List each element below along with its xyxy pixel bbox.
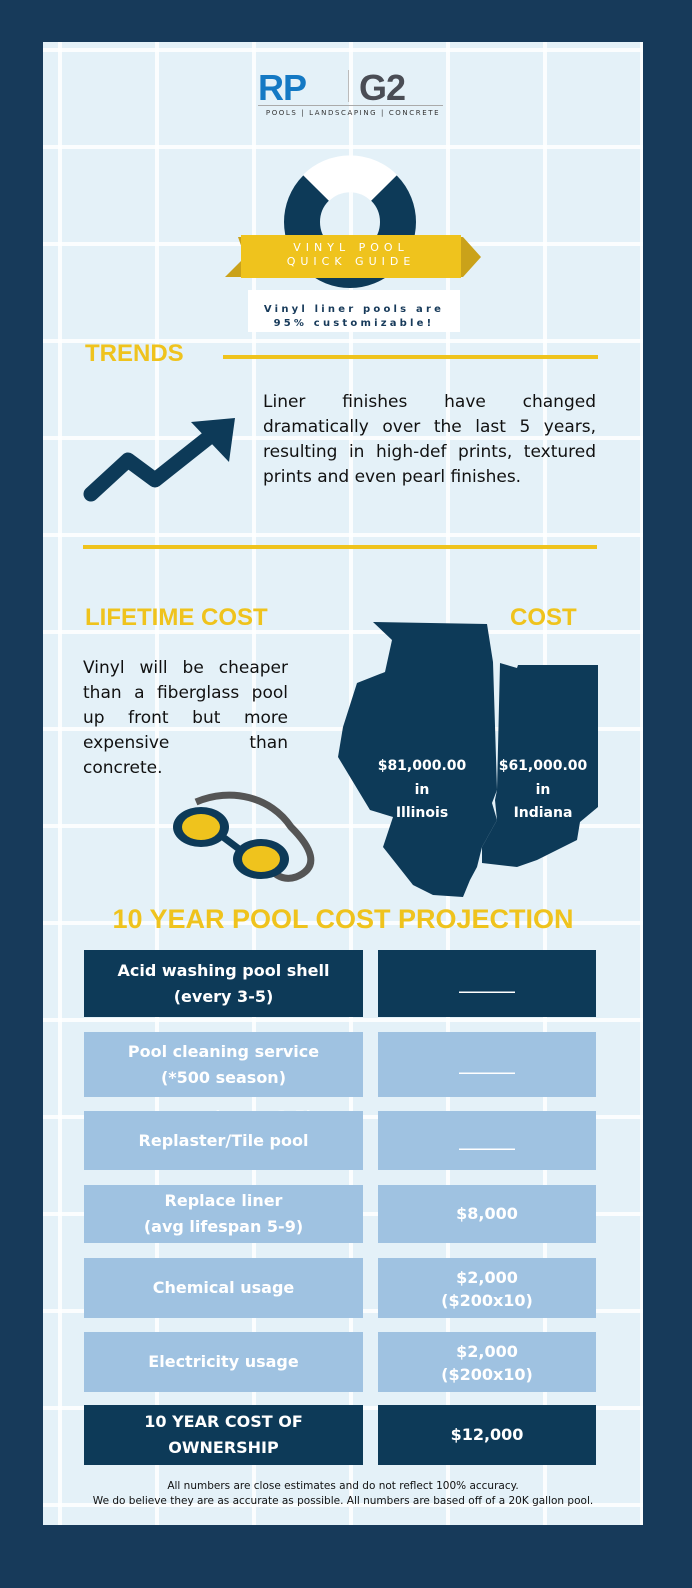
- cost-row-label-text: Replace liner (avg lifespan 5-9): [144, 1188, 303, 1240]
- cost-row-value: $12,000: [378, 1405, 596, 1465]
- banner-line-1: VINYL POOL: [293, 241, 409, 254]
- projection-title: 10 YEAR POOL COST PROJECTION: [112, 904, 574, 934]
- cost-row-value-text: $8,000: [456, 1201, 518, 1227]
- cost-row-value-line-1: $2,000: [456, 1342, 518, 1361]
- illinois-amount: $81,000.00: [378, 758, 467, 774]
- footer-line-1: All numbers are close estimates and do n…: [167, 1480, 519, 1492]
- trends-text: Liner finishes have changed dramatically…: [263, 392, 596, 487]
- cost-row-value-line-1: $12,000: [450, 1425, 524, 1444]
- indiana-label: Indiana: [514, 805, 573, 821]
- logo-divider: [348, 70, 349, 102]
- cost-row-value-line-1: $8,000: [456, 1204, 518, 1223]
- cost-row-value-text: $2,000 ($200x10): [441, 1265, 533, 1311]
- cost-row-label-line-2: (*500 season): [160, 1067, 287, 1087]
- cost-row-label: 10 YEAR COST OF OWNERSHIP: [84, 1405, 363, 1465]
- cost-row-value-text: $12,000: [451, 1422, 524, 1448]
- infographic-panel: RP G2 POOLS | LANDSCAPING | CONCRETE VIN…: [43, 42, 643, 1525]
- cost-row-label-line-2: (avg lifespan 5-9): [143, 1217, 304, 1236]
- cost-row-label-line-2: (every 3-5): [173, 986, 274, 1006]
- cost-row-label-line-1: Replaster/Tile pool: [138, 1130, 309, 1150]
- cost-row-value: $8,000: [378, 1185, 596, 1243]
- cost-row-label: Replaster/Tile pool: [84, 1111, 363, 1170]
- cost-row-value-text: _______: [459, 1128, 515, 1154]
- cost-row-label: Replace liner (avg lifespan 5-9): [84, 1185, 363, 1243]
- cost-row-label-line-1: 10 YEAR COST OF: [144, 1412, 303, 1431]
- illinois-shape: [338, 622, 497, 897]
- cost-row-value: $2,000 ($200x10): [378, 1332, 596, 1392]
- cost-row-value: _______: [378, 950, 596, 1017]
- cost-row-label: Pool cleaning service (*500 season): [84, 1032, 363, 1097]
- cost-row-label-text: Chemical usage: [153, 1275, 295, 1301]
- cost-row-label-line-1: Chemical usage: [152, 1278, 295, 1297]
- illinois-in: in: [415, 782, 430, 798]
- cost-row-value-text: $2,000 ($200x10): [441, 1339, 533, 1385]
- cost-row-value: _______: [378, 1032, 596, 1097]
- cost-row-label-text: 10 YEAR COST OF OWNERSHIP: [144, 1409, 303, 1461]
- trend-arrow-icon: [83, 418, 235, 502]
- cost-row-value-line-1: $2,000: [456, 1268, 518, 1287]
- cost-row-value: _______: [378, 1111, 596, 1170]
- cost-row-label-line-2: OWNERSHIP: [168, 1438, 279, 1457]
- cost-row-label-line-1: Pool cleaning service: [127, 1041, 320, 1061]
- trends-bottom-rule: [83, 545, 597, 549]
- trends-title: TRENDS: [85, 340, 184, 367]
- cost-row-label-text: Electricity usage: [148, 1349, 298, 1375]
- illinois-label: Illinois: [396, 805, 448, 821]
- cost-row-label-line-1: Electricity usage: [148, 1352, 299, 1371]
- cost-row-label: Acid washing pool shell (every 3-5): [84, 950, 363, 1017]
- cost-row-value-text: _______: [459, 971, 515, 997]
- logo-underline: [258, 105, 443, 106]
- logo-rp: RP: [258, 67, 307, 108]
- logo-tagline: POOLS | LANDSCAPING | CONCRETE: [265, 109, 441, 117]
- lifetime-cost-title: LIFETIME COST: [85, 604, 268, 631]
- cost-row-label-line-1: Replace liner: [164, 1191, 283, 1210]
- cost-row-label-line-1: Acid washing pool shell: [117, 960, 330, 980]
- cost-row-value-line-2: ($200x10): [441, 1365, 533, 1384]
- cost-row-label-text: Acid washing pool shell (every 3-5): [118, 958, 330, 1010]
- goggles-icon: [173, 791, 315, 882]
- cost-row-label: Chemical usage: [84, 1258, 363, 1318]
- logo-g2: G2: [359, 67, 406, 108]
- tag-line-2: 95% customizable!: [273, 318, 435, 329]
- cost-row-value-line-1: _______: [459, 1054, 515, 1074]
- footer-note: All numbers are close estimates and do n…: [43, 1479, 643, 1509]
- footer-line-2: We do believe they are as accurate as po…: [92, 1495, 594, 1507]
- lifetime-cost-text: Vinyl will be cheaper than a fiberglass …: [83, 658, 288, 778]
- cost-row-label: Electricity usage: [84, 1332, 363, 1392]
- indiana-amount: $61,000.00: [499, 758, 588, 774]
- cost-row-label-text: Replaster/Tile pool: [139, 1128, 309, 1154]
- banner-line-2: QUICK GUIDE: [286, 255, 416, 268]
- tag-line-1: Vinyl liner pools are: [263, 304, 445, 315]
- guide-banner: VINYL POOL QUICK GUIDE: [241, 235, 461, 278]
- cost-title: COST: [510, 604, 577, 631]
- cost-row-value: $2,000 ($200x10): [378, 1258, 596, 1318]
- indiana-in: in: [536, 782, 551, 798]
- indiana-shape: [482, 663, 598, 867]
- state-map: $81,000.00 in Illinois $61,000.00 in Ind…: [338, 622, 598, 897]
- cost-row-label-text: Pool cleaning service (*500 season): [128, 1039, 319, 1091]
- cost-row-value-text: _______: [459, 1052, 515, 1078]
- trends-rule: [223, 355, 598, 359]
- cost-row-value-line-1: _______: [459, 973, 515, 993]
- cost-row-value-line-1: _______: [459, 1130, 515, 1150]
- customizable-tag: Vinyl liner pools are 95% customizable!: [248, 290, 460, 332]
- cost-row-value-line-2: ($200x10): [441, 1291, 533, 1310]
